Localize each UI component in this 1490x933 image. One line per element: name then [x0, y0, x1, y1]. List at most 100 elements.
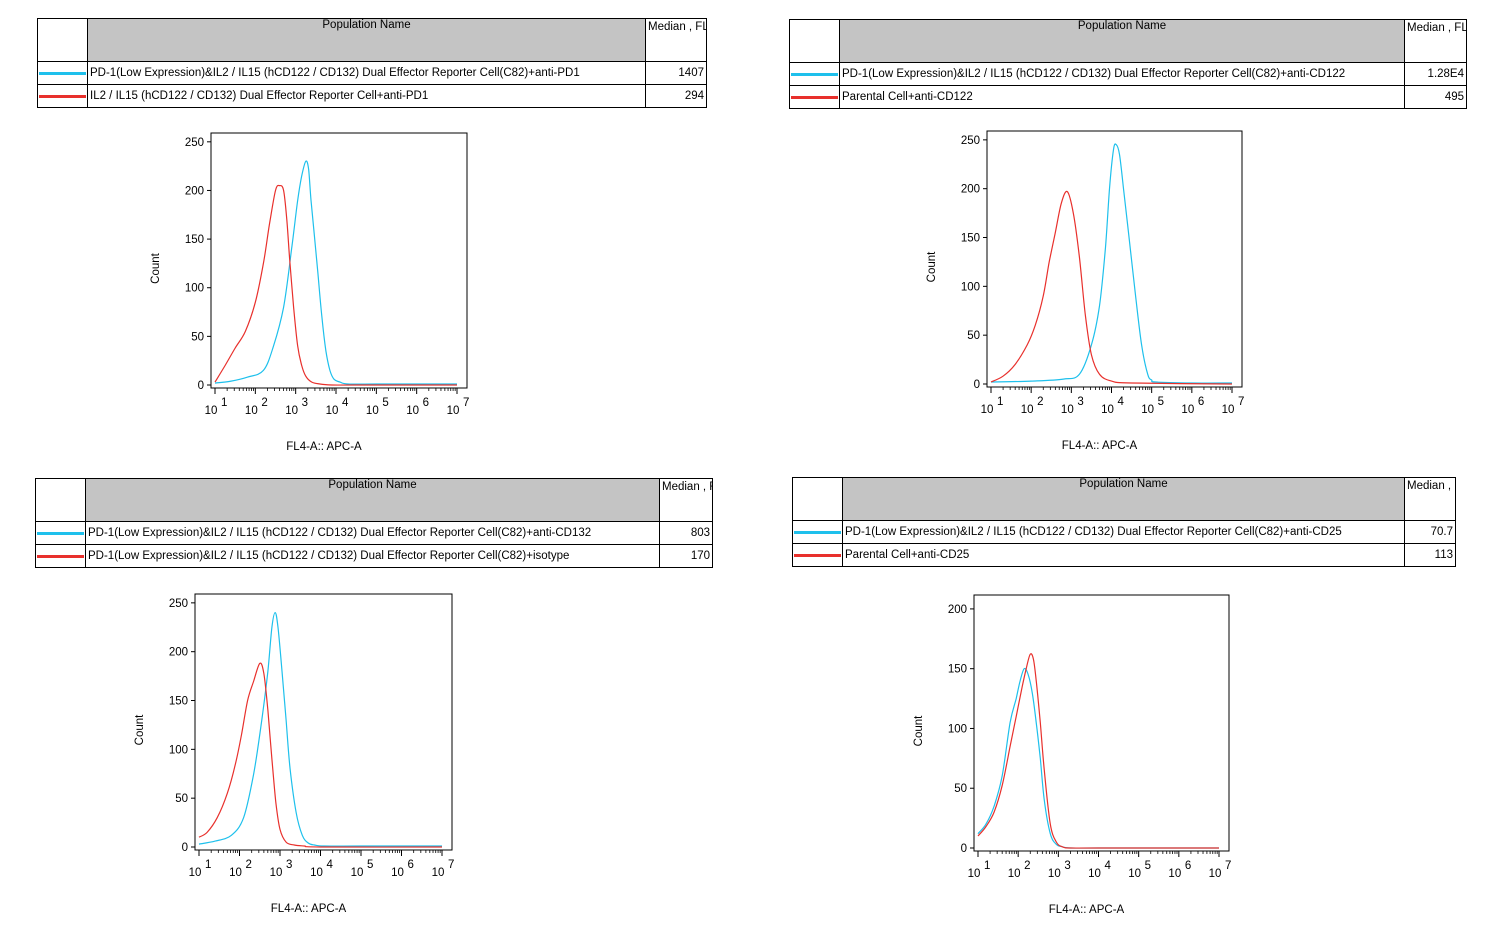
x-tick-label: 10: [1088, 868, 1101, 880]
plot-frame: [210, 132, 468, 389]
x-tick-exponent: 5: [1145, 860, 1151, 872]
x-tick-label: 10: [1008, 868, 1021, 880]
x-axis-label: FL4-A:: APC-A: [1049, 904, 1125, 916]
x-tick-exponent: 4: [327, 859, 334, 871]
header-median: Median , FL4-A: [1404, 477, 1456, 521]
y-tick-label: 200: [961, 184, 980, 196]
x-tick-label: 10: [1128, 868, 1141, 880]
population-name: IL2 / IL15 (hCD122 / CD132) Dual Effecto…: [87, 84, 646, 108]
median-value: 495: [1404, 85, 1467, 109]
x-tick-label: 10: [981, 404, 994, 416]
x-tick-label: 10: [1168, 868, 1181, 880]
y-axis-label: Count: [134, 714, 146, 745]
median-value: 294: [645, 84, 707, 108]
series-line: [977, 653, 1219, 849]
plot-frame: [986, 130, 1243, 388]
population-name: PD-1(Low Expression)&IL2 / IL15 (hCD122 …: [87, 61, 646, 85]
panel-0: Population Name Median , FL4-A PD-1(Low …: [37, 18, 707, 108]
x-tick-exponent: 1: [221, 397, 227, 409]
x-tick-exponent: 7: [463, 397, 469, 409]
x-axis-label: FL4-A:: APC-A: [271, 903, 347, 915]
x-tick-label: 10: [968, 868, 981, 880]
x-tick-label: 10: [1021, 404, 1034, 416]
series-line: [198, 662, 443, 848]
x-tick-exponent: 4: [1105, 860, 1112, 872]
header-population-name: Population Name: [839, 19, 1405, 63]
table-row: IL2 / IL15 (hCD122 / CD132) Dual Effecto…: [37, 84, 707, 108]
table-corner: [792, 477, 843, 521]
y-tick-label: 150: [961, 233, 980, 245]
y-tick-label: 200: [948, 604, 967, 616]
table-row: PD-1(Low Expression)&IL2 / IL15 (hCD122 …: [35, 544, 713, 568]
y-tick-label: 150: [185, 234, 204, 246]
table-row: PD-1(Low Expression)&IL2 / IL15 (hCD122 …: [35, 521, 713, 545]
x-tick-label: 10: [391, 867, 404, 879]
y-tick-label: 50: [175, 793, 188, 805]
table-corner: [37, 18, 88, 62]
y-axis-label: Count: [913, 715, 925, 746]
legend-swatch: [792, 520, 843, 544]
series-line: [990, 143, 1233, 384]
median-value: 113: [1404, 543, 1456, 567]
median-value: 170: [659, 544, 713, 568]
legend-swatch: [35, 544, 86, 568]
x-tick-label: 10: [1209, 868, 1222, 880]
swatch-line: [794, 530, 841, 534]
x-tick-label: 10: [366, 405, 379, 417]
population-name: PD-1(Low Expression)&IL2 / IL15 (hCD122 …: [85, 544, 660, 568]
legend-swatch: [37, 61, 88, 85]
x-tick-exponent: 3: [1077, 396, 1083, 408]
panel-2: Population Name Median , FL4-A PD-1(Low …: [35, 478, 713, 568]
x-tick-label: 10: [229, 867, 242, 879]
population-name: Parental Cell+anti-CD25: [842, 543, 1405, 567]
legend-swatch: [792, 543, 843, 567]
swatch-line: [39, 71, 86, 75]
x-tick-exponent: 1: [984, 860, 990, 872]
population-name: Parental Cell+anti-CD122: [839, 85, 1405, 109]
x-tick-exponent: 6: [408, 859, 414, 871]
legend-swatch: [789, 62, 840, 86]
x-tick-exponent: 5: [382, 397, 388, 409]
plot-frame: [973, 594, 1230, 852]
swatch-line: [37, 554, 84, 558]
y-axis-label: Count: [150, 252, 162, 283]
panel-3: Population Name Median , FL4-A PD-1(Low …: [792, 477, 1456, 567]
y-tick-label: 50: [954, 783, 967, 795]
header-population-name: Population Name: [85, 478, 660, 522]
y-tick-label: 50: [191, 331, 204, 343]
series-line: [214, 160, 457, 385]
x-tick-label: 10: [1181, 404, 1194, 416]
y-tick-label: 150: [169, 696, 188, 708]
median-value: 70.7: [1404, 520, 1456, 544]
swatch-line: [791, 72, 838, 76]
population-table: Population Name Median , FL4-A PD-1(Low …: [789, 19, 1467, 109]
table-row: PD-1(Low Expression)&IL2 / IL15 (hCD122 …: [37, 61, 707, 85]
x-tick-label: 10: [432, 867, 445, 879]
y-tick-label: 250: [169, 598, 188, 610]
y-tick-label: 250: [185, 137, 204, 149]
x-tick-exponent: 7: [1225, 860, 1231, 872]
table-row: Parental Cell+anti-CD25 113: [792, 543, 1456, 567]
swatch-line: [794, 553, 841, 557]
x-tick-exponent: 7: [1238, 396, 1244, 408]
panel-1: Population Name Median , FL4-A PD-1(Low …: [789, 19, 1467, 109]
x-tick-label: 10: [189, 867, 202, 879]
legend-swatch: [37, 84, 88, 108]
y-axis-label: Count: [926, 251, 938, 282]
x-tick-exponent: 2: [261, 397, 267, 409]
swatch-line: [39, 94, 86, 98]
x-tick-label: 10: [310, 867, 323, 879]
x-tick-label: 10: [270, 867, 283, 879]
population-table: Population Name Median , FL4-A PD-1(Low …: [35, 478, 713, 568]
x-tick-label: 10: [1222, 404, 1235, 416]
x-tick-exponent: 2: [1037, 396, 1043, 408]
header-population-name: Population Name: [842, 477, 1405, 521]
x-tick-label: 10: [245, 405, 258, 417]
y-tick-label: 0: [961, 843, 967, 855]
series-line: [977, 667, 1219, 849]
population-name: PD-1(Low Expression)&IL2 / IL15 (hCD122 …: [842, 520, 1405, 544]
